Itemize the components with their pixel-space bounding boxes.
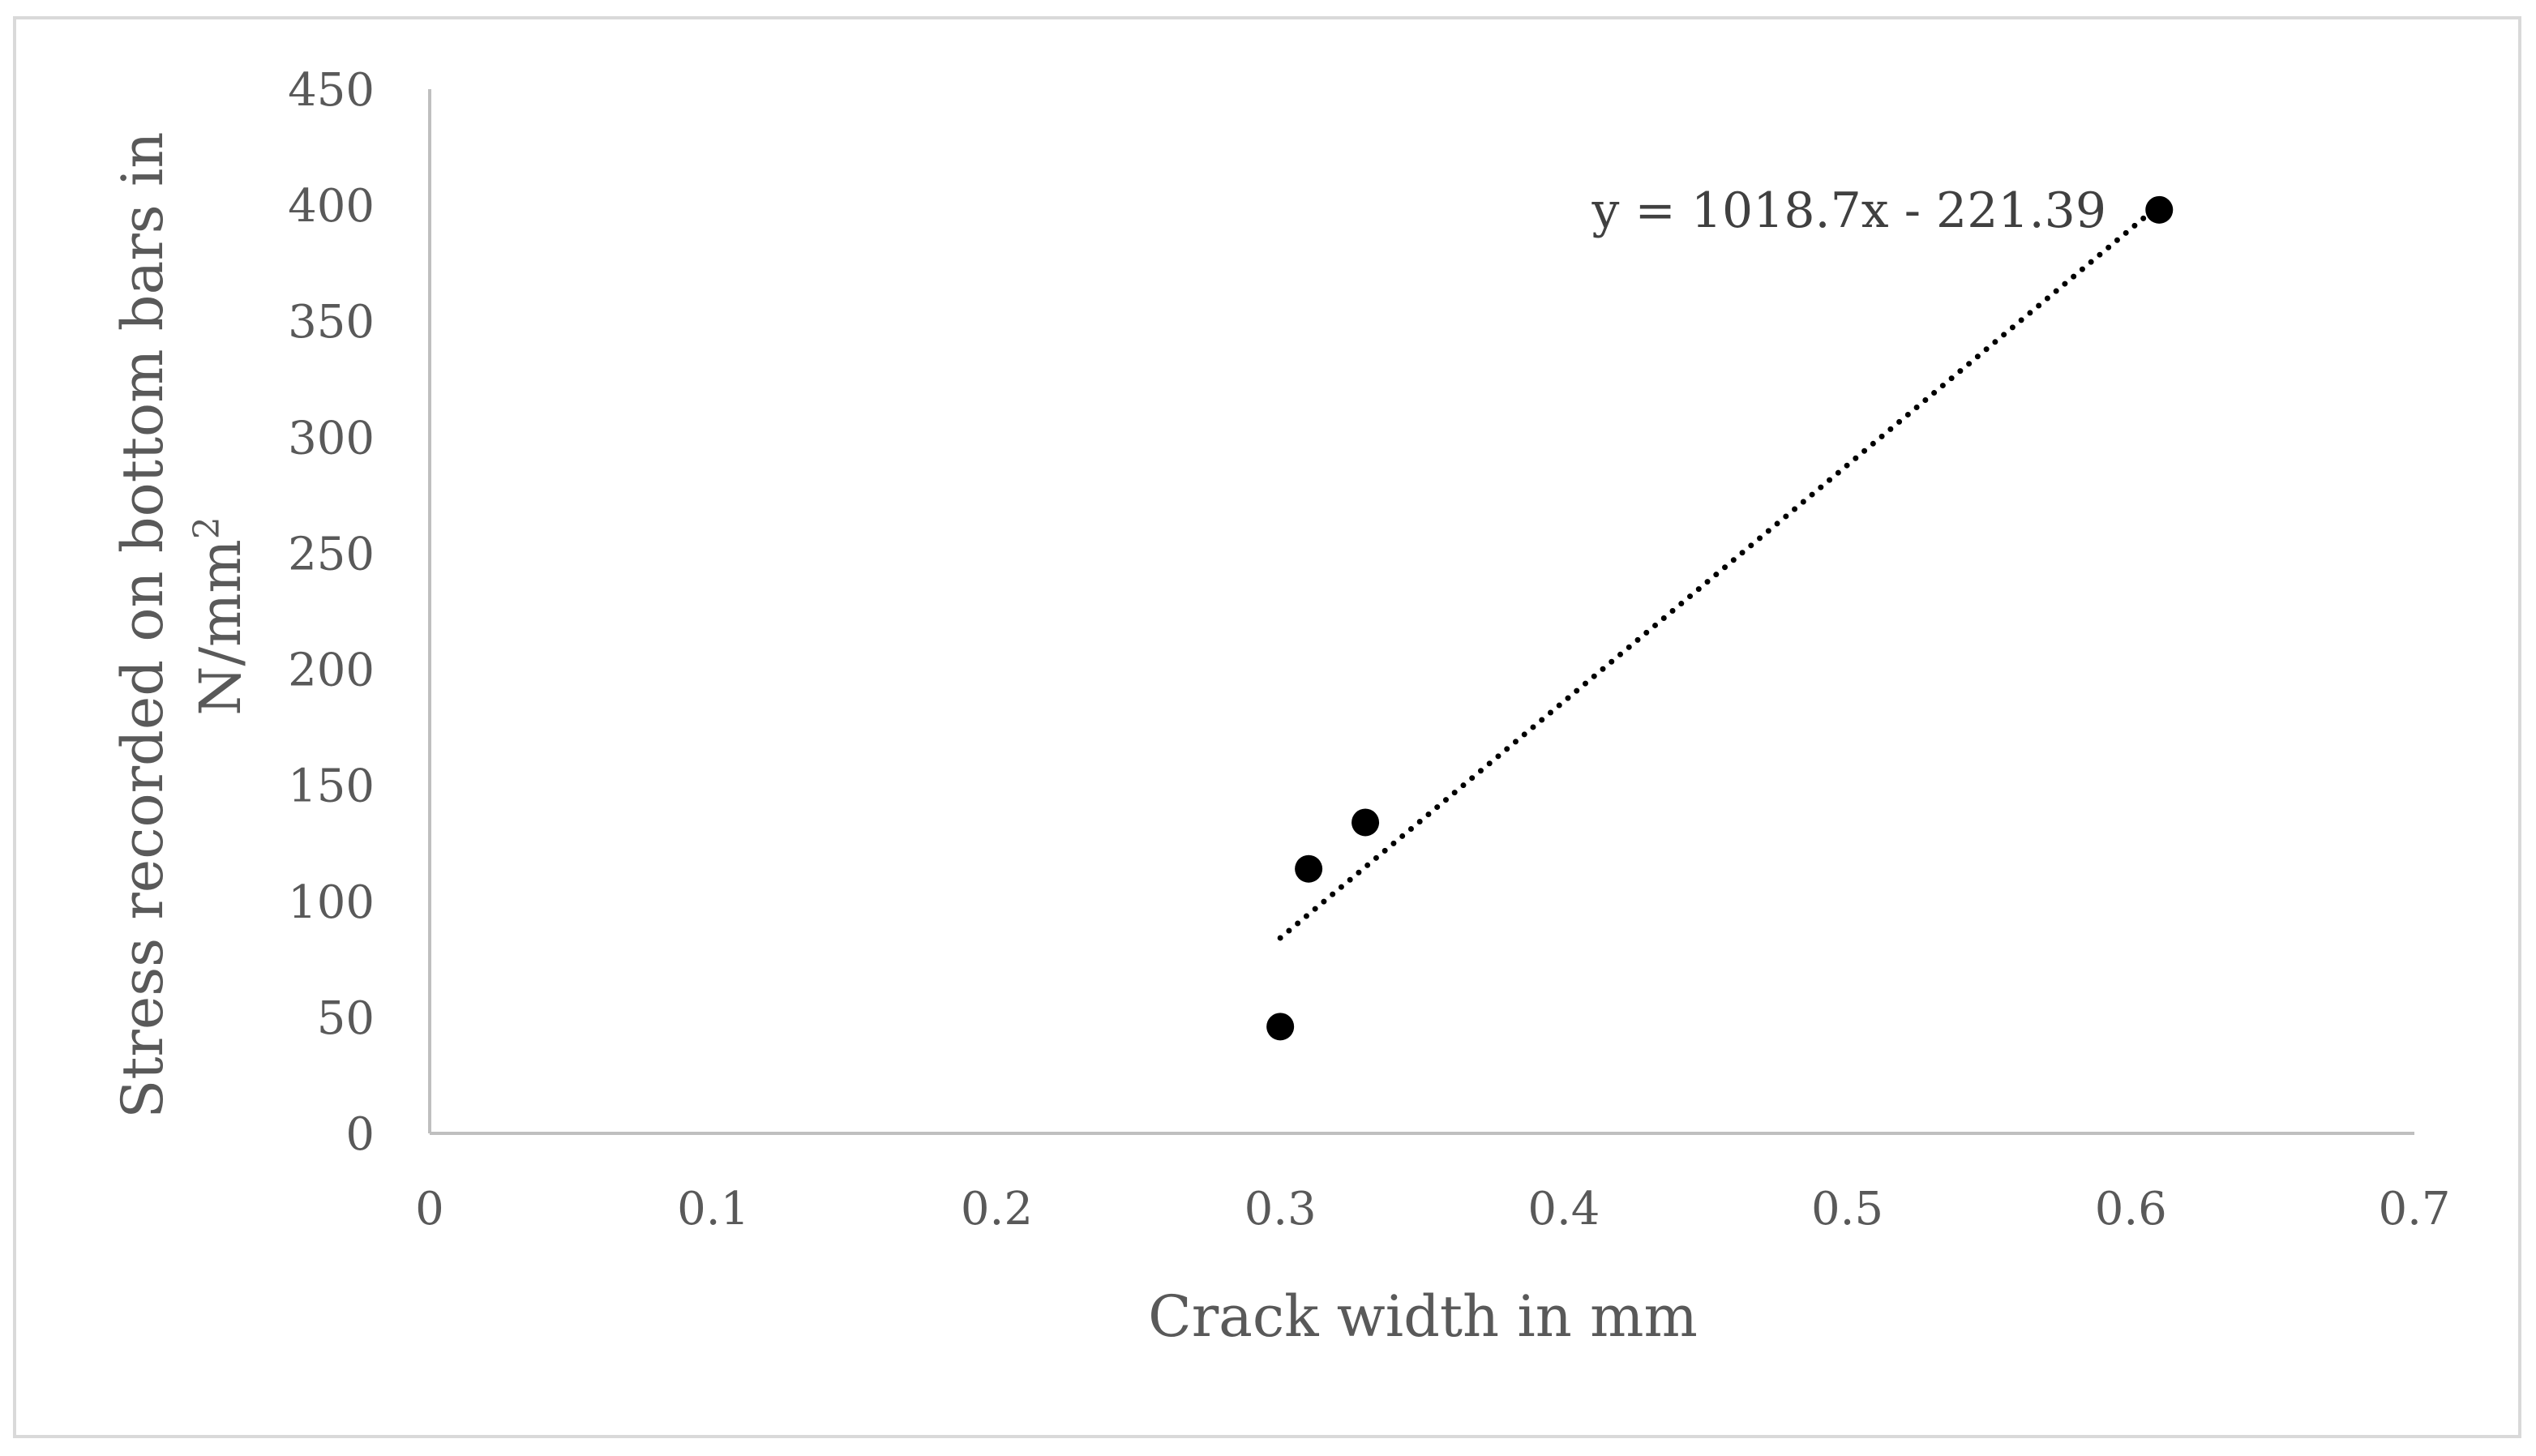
x-axis-title: Crack width in mm xyxy=(1148,1283,1698,1350)
y-tick-label: 200 xyxy=(288,644,375,697)
y-tick-label: 150 xyxy=(288,760,375,813)
x-tick-label: 0.2 xyxy=(961,1183,1033,1235)
y-tick-label: 450 xyxy=(288,64,375,117)
axes xyxy=(428,89,2414,1135)
y-axis-title-line2: N/mm2 xyxy=(186,516,254,716)
trendline-equation: y = 1018.7x - 221.39 xyxy=(1591,182,2106,239)
x-tick-label: 0.1 xyxy=(677,1183,749,1235)
data-points xyxy=(1266,195,2174,1041)
y-axis-title: Stress recorded on bottom bars in N/mm2 xyxy=(109,113,254,1118)
data-point xyxy=(1295,854,1323,883)
x-tick-label: 0.7 xyxy=(2378,1183,2450,1235)
data-point xyxy=(1266,1013,1295,1041)
y-tick-label: 350 xyxy=(288,296,375,349)
x-tick-label: 0.6 xyxy=(2095,1183,2167,1235)
y-tick-labels: 0 50 100 150 200 250 300 350 400 450 xyxy=(288,64,375,1161)
y-axis-title-unit: N/mm xyxy=(187,539,254,716)
trendline-group xyxy=(1277,202,2162,941)
y-axis-title-superscript: 2 xyxy=(186,516,228,539)
y-tick-label: 50 xyxy=(317,992,375,1045)
y-tick-label: 400 xyxy=(288,180,375,233)
data-point xyxy=(2145,195,2174,224)
y-tick-label: 300 xyxy=(288,412,375,465)
y-tick-label: 0 xyxy=(345,1108,375,1161)
y-tick-label: 250 xyxy=(288,528,375,580)
x-tick-labels: 0 0.1 0.2 0.3 0.4 0.5 0.6 0.7 xyxy=(415,1183,2450,1235)
y-tick-label: 100 xyxy=(288,876,375,929)
x-tick-label: 0 xyxy=(415,1183,444,1235)
x-tick-label: 0.5 xyxy=(1811,1183,1883,1235)
data-point xyxy=(1352,808,1380,837)
x-tick-label: 0.4 xyxy=(1527,1183,1600,1235)
x-tick-label: 0.3 xyxy=(1244,1183,1317,1235)
trendline xyxy=(1277,202,2162,941)
y-axis-title-line1: Stress recorded on bottom bars in xyxy=(109,132,176,1119)
